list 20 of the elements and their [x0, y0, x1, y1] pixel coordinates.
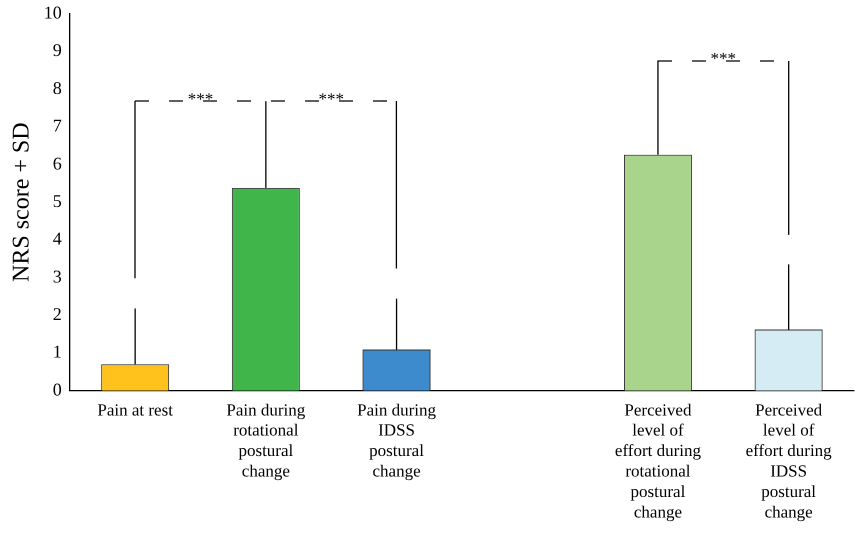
x-tick-label: Perceived level of effort during rotational postural change: [614, 400, 702, 522]
y-tick-label: 10: [44, 2, 62, 23]
x-tick-label: Pain at rest: [97, 400, 174, 420]
annotation: ***: [188, 90, 214, 109]
y-tick-label: 7: [52, 116, 62, 136]
y-axis-title: NRS score + SD: [8, 122, 35, 282]
y-tick-label: 2: [52, 304, 62, 324]
y-tick-label: 0: [52, 379, 62, 400]
y-tick-label: 1: [52, 342, 62, 362]
annotation: ***: [710, 48, 736, 68]
y-tick-label: 6: [52, 153, 62, 174]
x-tick-label: Pain during rotational postural change: [226, 400, 306, 480]
y-tick-label: 3: [52, 266, 62, 286]
annotation: ***: [318, 90, 344, 109]
y-tick-label: 8: [52, 78, 62, 98]
y-tick-label: 9: [52, 40, 62, 60]
x-tick-label: Pain during IDSS postural change: [357, 400, 436, 480]
y-tick-label: 4: [52, 228, 62, 249]
y-tick-label: 5: [52, 190, 62, 211]
x-tick-label: Perceived level of effort during IDSS postural change: [746, 400, 832, 522]
